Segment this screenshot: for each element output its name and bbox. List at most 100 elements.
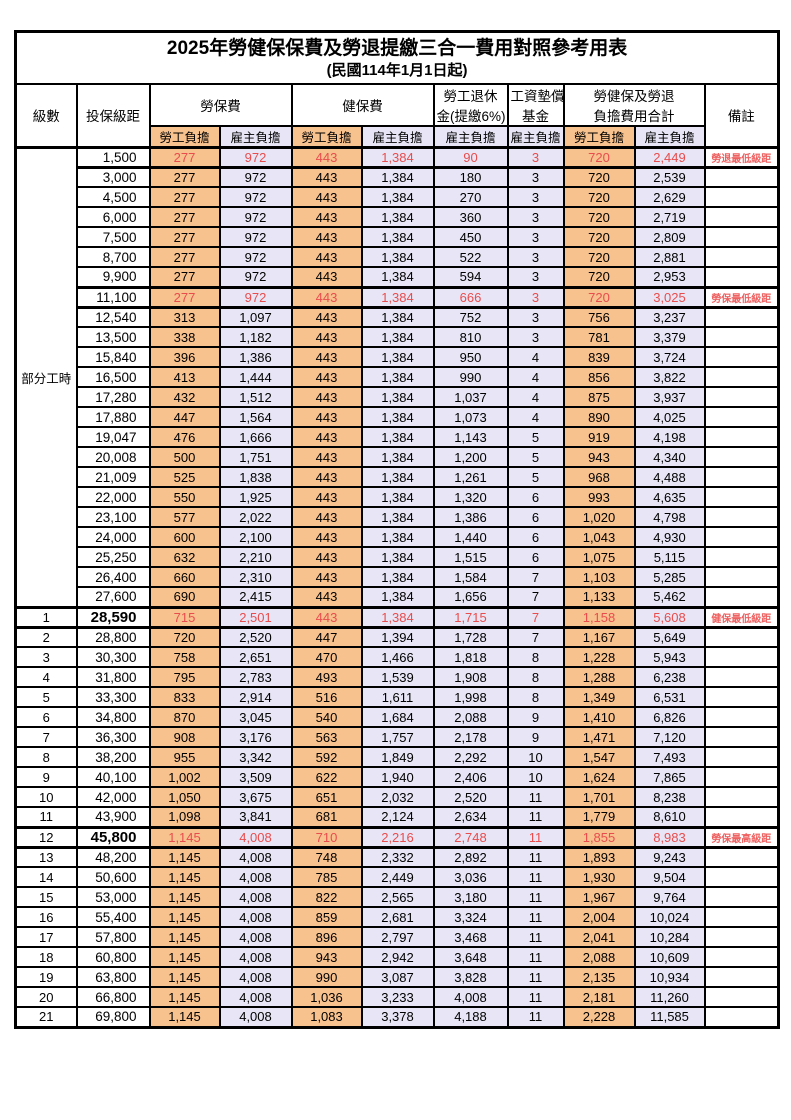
value-cell: 2,783 <box>218 666 293 688</box>
value-cell: 859 <box>290 906 363 928</box>
value-cell: 1,288 <box>562 666 636 688</box>
remark-cell <box>703 626 780 648</box>
value-cell: 2,178 <box>432 726 509 748</box>
value-cell: 1,182 <box>218 326 293 348</box>
value-cell: 1,940 <box>360 766 435 788</box>
value-cell: 1,893 <box>562 846 636 868</box>
value-cell: 1,384 <box>360 145 435 169</box>
value-cell: 1,145 <box>148 886 221 908</box>
value-cell: 2,520 <box>218 626 293 648</box>
value-cell: 3,036 <box>432 866 509 888</box>
value-cell: 8 <box>506 646 565 668</box>
value-cell: 4 <box>506 366 565 388</box>
col-header-level: 級數 <box>14 82 78 148</box>
bracket-cell: 40,100 <box>75 766 151 788</box>
value-cell: 11 <box>506 806 565 828</box>
value-cell: 4,188 <box>432 1006 509 1028</box>
value-cell: 2,088 <box>432 706 509 728</box>
value-cell: 3,675 <box>218 786 293 808</box>
value-cell: 785 <box>290 866 363 888</box>
value-cell: 2,748 <box>432 825 509 849</box>
value-cell: 1,384 <box>360 466 435 488</box>
table-row: 部分工時 1,500 277 972 443 1,384 90 3 720 2,449 勞退最低級距 <box>14 145 780 609</box>
bracket-cell: 11,100 <box>75 285 151 309</box>
value-cell: 277 <box>148 285 221 309</box>
value-cell: 1,349 <box>562 686 636 708</box>
value-cell: 1,386 <box>218 346 293 368</box>
table-row: 23,100 577 2,022 443 1,384 1,386 6 1,020 4,798 <box>16 506 780 528</box>
level-cell: 6 <box>14 706 78 728</box>
level-cell: 21 <box>14 1006 78 1028</box>
bracket-cell: 38,200 <box>75 746 151 768</box>
value-cell: 2,449 <box>633 145 706 169</box>
level-cell: 18 <box>14 946 78 968</box>
value-cell: 3,045 <box>218 706 293 728</box>
page-title: 2025年勞健保保費及勞退提繳三合一費用對照參考用表 <box>166 37 628 59</box>
value-cell: 577 <box>148 506 221 528</box>
remark-cell <box>703 966 780 988</box>
level-cell: 16 <box>14 906 78 928</box>
value-cell: 2,629 <box>633 186 706 208</box>
table-row: 17,880 447 1,564 443 1,384 1,073 4 890 4,025 <box>16 406 780 428</box>
value-cell: 651 <box>290 786 363 808</box>
value-cell: 6 <box>506 546 565 568</box>
value-cell: 443 <box>290 605 363 629</box>
value-cell: 2,041 <box>562 926 636 948</box>
value-cell: 10,024 <box>633 906 706 928</box>
value-cell: 4,798 <box>633 506 706 528</box>
value-cell: 1,083 <box>290 1006 363 1028</box>
value-cell: 443 <box>290 166 363 188</box>
remark-cell <box>703 566 780 588</box>
value-cell: 443 <box>290 586 363 608</box>
value-cell: 1,384 <box>360 285 435 309</box>
bracket-cell: 21,009 <box>75 466 151 488</box>
value-cell: 5,285 <box>633 566 706 588</box>
value-cell: 10,609 <box>633 946 706 968</box>
value-cell: 6,238 <box>633 666 706 688</box>
value-cell: 1,145 <box>148 966 221 988</box>
value-cell: 540 <box>290 706 363 728</box>
value-cell: 1,050 <box>148 786 221 808</box>
value-cell: 2,953 <box>633 266 706 288</box>
value-cell: 5,115 <box>633 546 706 568</box>
value-cell: 2,914 <box>218 686 293 708</box>
value-cell: 5,649 <box>633 626 706 648</box>
value-cell: 720 <box>148 626 221 648</box>
value-cell: 476 <box>148 426 221 448</box>
value-cell: 950 <box>432 346 509 368</box>
value-cell: 3 <box>506 226 565 248</box>
value-cell: 2,520 <box>432 786 509 808</box>
value-cell: 6 <box>506 486 565 508</box>
value-cell: 11 <box>506 1006 565 1028</box>
remark-cell <box>703 1006 780 1028</box>
level-cell: 8 <box>14 746 78 768</box>
remark-cell <box>703 406 780 428</box>
value-cell: 277 <box>148 226 221 248</box>
value-cell: 1,384 <box>360 326 435 348</box>
value-cell: 7 <box>506 566 565 588</box>
level-cell: 14 <box>14 866 78 888</box>
value-cell: 9,504 <box>633 866 706 888</box>
value-cell: 1,444 <box>218 366 293 388</box>
value-cell: 972 <box>218 166 293 188</box>
remark-cell <box>703 846 780 868</box>
remark-cell <box>703 386 780 408</box>
page-subtitle: (民國114年1月1日起) <box>326 61 468 79</box>
remark-cell <box>703 886 780 908</box>
value-cell: 720 <box>562 206 636 228</box>
bracket-cell: 17,280 <box>75 386 151 408</box>
bracket-cell: 28,590 <box>75 605 151 629</box>
value-cell: 1,466 <box>360 646 435 668</box>
value-cell: 413 <box>148 366 221 388</box>
subheader-labor-employee: 勞工負擔 <box>148 124 221 148</box>
value-cell: 516 <box>290 686 363 708</box>
value-cell: 1,043 <box>562 526 636 548</box>
value-cell: 720 <box>562 226 636 248</box>
value-cell: 1,656 <box>432 586 509 608</box>
value-cell: 396 <box>148 346 221 368</box>
value-cell: 6,826 <box>633 706 706 728</box>
remark-cell <box>703 746 780 768</box>
value-cell: 11,260 <box>633 986 706 1008</box>
value-cell: 1,666 <box>218 426 293 448</box>
col-header-total-line1: 勞健保及勞退 <box>562 82 706 105</box>
